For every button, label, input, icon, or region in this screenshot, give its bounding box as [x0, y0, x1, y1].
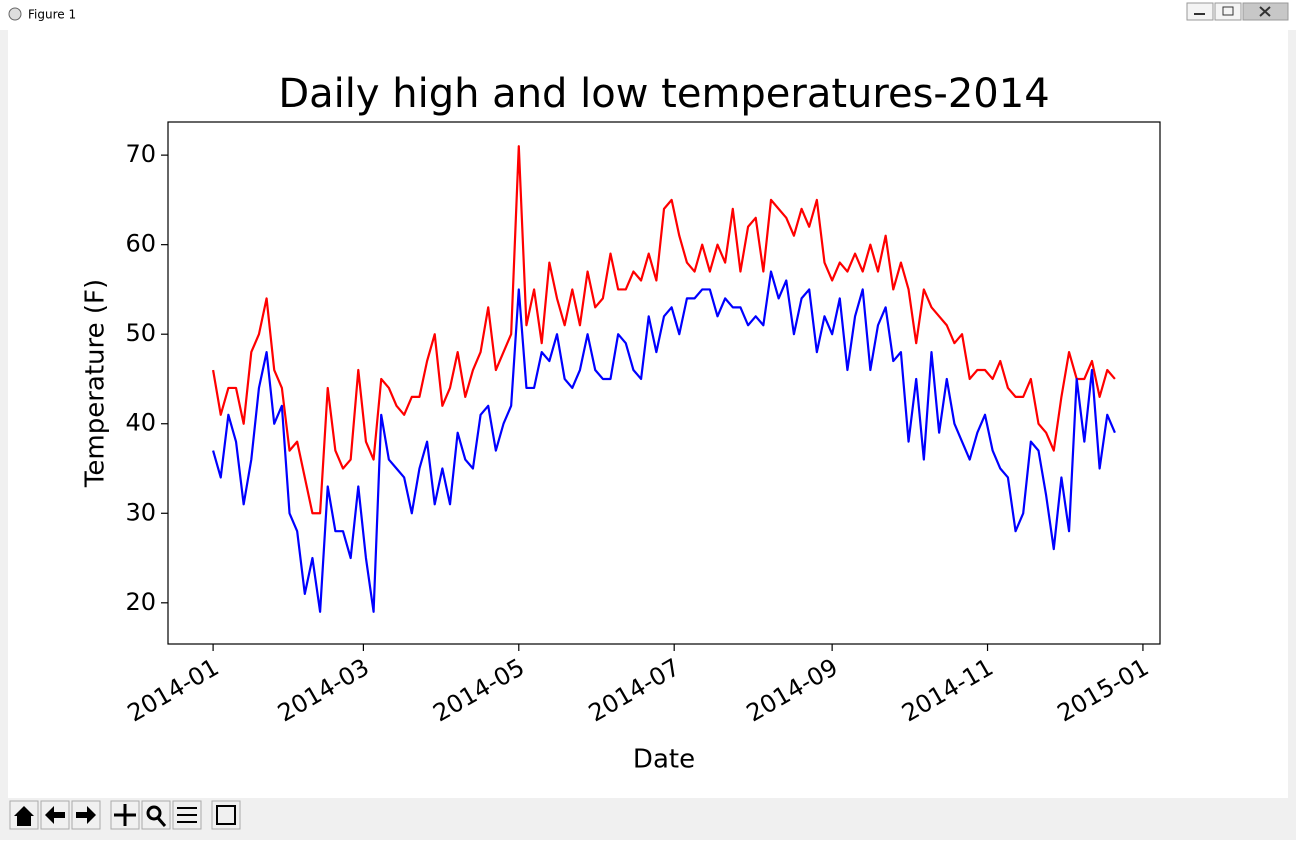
- back-icon: [45, 806, 65, 824]
- y-tick-label: 20: [125, 588, 156, 616]
- y-tick-label: 40: [125, 409, 156, 437]
- zoom-icon: [146, 805, 162, 821]
- home-icon: [14, 806, 34, 826]
- forward-icon: [76, 806, 96, 824]
- plot-frame: [167, 121, 1161, 645]
- title-bar: [0, 0, 1296, 30]
- data-line: [212, 270, 1116, 613]
- configure-icon: [177, 807, 197, 823]
- y-axis-label: Temperature (F): [81, 279, 111, 488]
- y-tick-label: 50: [125, 319, 156, 347]
- save-icon: [216, 805, 236, 825]
- minimize-button[interactable]: [1186, 2, 1214, 21]
- y-tick-label: 70: [125, 140, 156, 168]
- x-axis-label: Date: [633, 745, 695, 775]
- zoom-button[interactable]: [141, 800, 171, 830]
- maximize-button[interactable]: [1214, 2, 1242, 21]
- window-title: Figure 1: [28, 8, 76, 22]
- maximize-icon: [1222, 6, 1234, 16]
- chart-title: Daily high and low temperatures-2014: [278, 71, 1049, 117]
- pan-icon: [114, 804, 136, 826]
- data-line: [212, 145, 1116, 515]
- y-tick-label: 30: [125, 498, 156, 526]
- y-tick-label: 60: [125, 230, 156, 258]
- close-icon: [1259, 6, 1271, 17]
- toolbar: [9, 800, 241, 830]
- app-icon: [8, 7, 22, 21]
- zoom-handle: [156, 817, 167, 827]
